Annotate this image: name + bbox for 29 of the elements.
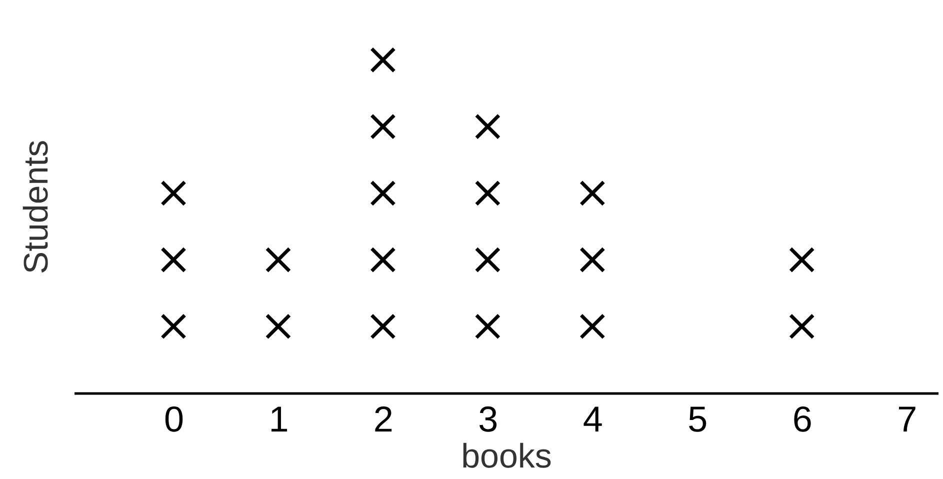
x-tick-label: 5 [688, 398, 708, 440]
point [370, 114, 396, 140]
x-tick-label: 0 [164, 398, 184, 440]
point [265, 313, 292, 340]
x-tick-label: 6 [792, 398, 812, 440]
point [370, 180, 396, 206]
x-tick-label: 2 [373, 398, 394, 440]
point [370, 246, 396, 273]
point [370, 313, 396, 340]
point [160, 313, 186, 340]
point [788, 246, 815, 273]
point [474, 313, 501, 340]
point [160, 180, 186, 206]
point [474, 180, 501, 206]
point [579, 180, 606, 206]
point [160, 246, 186, 273]
point [788, 313, 815, 340]
x-tick-label: 1 [268, 398, 289, 440]
x-axis-title: books [461, 438, 552, 476]
point [579, 246, 606, 273]
y-axis-title: Students [18, 140, 56, 274]
point [370, 47, 396, 73]
point [579, 313, 606, 340]
point [474, 114, 501, 140]
x-tick-label: 7 [897, 398, 918, 440]
x-tick-label: 4 [582, 398, 603, 440]
point [265, 246, 292, 273]
point [474, 246, 501, 273]
x-tick-label: 3 [478, 398, 498, 440]
